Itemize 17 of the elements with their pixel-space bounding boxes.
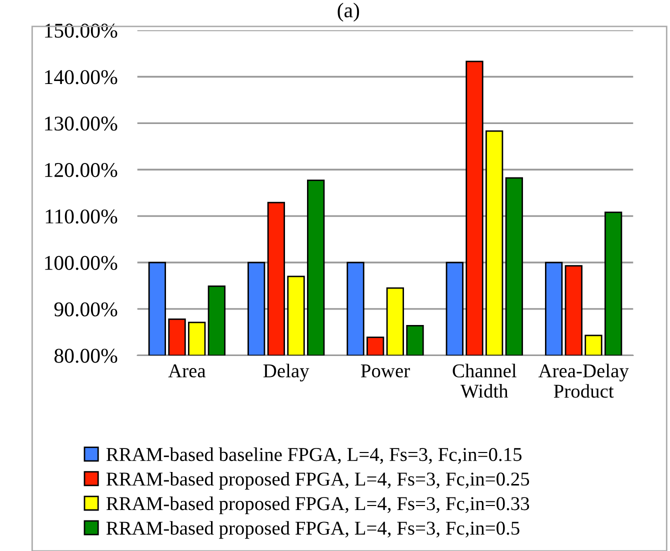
x-tick-label: Area (168, 364, 206, 378)
y-tick-label: 90.00% (54, 302, 118, 316)
legend-label: RRAM-based proposed FPGA, L=4, Fs=3, Fc,in=0.5 (106, 521, 520, 539)
x-tick-label: Channel Width (452, 364, 516, 398)
legend-label: RRAM-based proposed FPGA, L=4, Fs=3, Fc,in=0.33 (106, 496, 530, 514)
legend-label: RRAM-based proposed FPGA, L=4, Fs=3, Fc,in=0.25 (106, 472, 530, 490)
y-tick-label: 140.00% (45, 70, 118, 84)
x-tick-label: Delay (263, 364, 310, 382)
y-tick-label: 120.00% (45, 163, 118, 178)
y-tick-label: 110.00% (46, 209, 118, 224)
x-tick-label: Power (360, 364, 410, 378)
y-tick-label: 100.00% (45, 256, 118, 270)
chart-title: (a) (338, 2, 360, 22)
y-tick-label: 130.00% (45, 116, 118, 131)
legend-label: RRAM-based baseline FPGA, L=4, Fs=3, Fc,in=0.15 (106, 447, 522, 464)
y-tick-label: 80.00% (54, 348, 118, 363)
x-tick-label: Area-Delay Product (538, 364, 629, 398)
